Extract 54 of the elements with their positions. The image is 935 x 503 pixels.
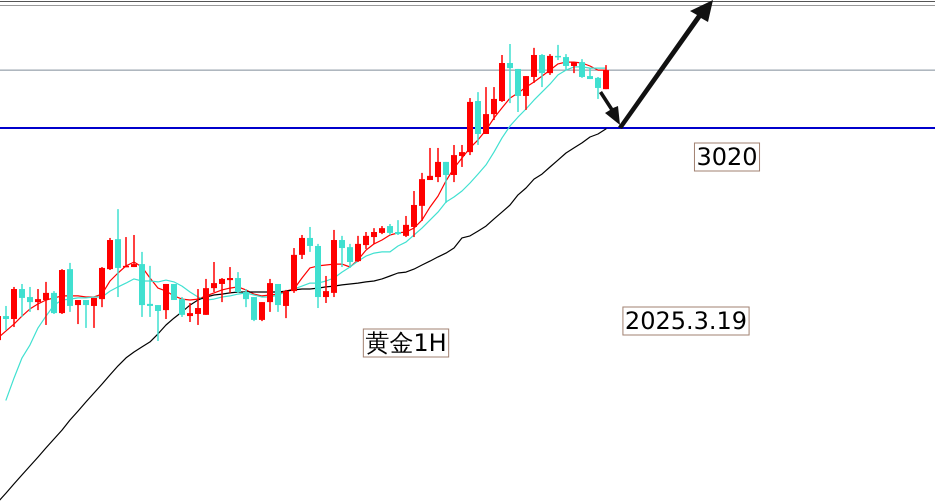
candlestick (595, 76, 601, 100)
candlestick (19, 283, 25, 318)
candlestick (155, 304, 161, 342)
candlestick (427, 147, 433, 181)
candlestick (299, 234, 305, 260)
candlestick (555, 44, 561, 61)
candlestick (403, 215, 409, 238)
candlestick (451, 144, 457, 183)
candlestick (275, 283, 281, 313)
candlestick (227, 266, 233, 294)
candlestick (171, 283, 177, 301)
candlestick (195, 288, 201, 326)
candlestick (283, 289, 289, 319)
candlestick (371, 227, 377, 245)
candlestick (243, 288, 249, 308)
candlestick (27, 286, 33, 313)
candlestick (35, 288, 41, 311)
candlestick (91, 297, 97, 329)
annotation: 黄金1H (362, 328, 450, 358)
annotation: 2025.3.19 (622, 306, 750, 336)
candlestick (235, 271, 241, 294)
candlestick (147, 265, 153, 318)
candlestick (459, 144, 465, 168)
candlestick (347, 243, 353, 269)
candlestick (211, 261, 217, 293)
candlestick (507, 43, 513, 104)
candlestick (131, 234, 137, 268)
candlestick (3, 305, 9, 331)
candlestick (259, 301, 265, 322)
candlestick (491, 86, 497, 121)
candlestick (387, 223, 393, 236)
candlestick (395, 219, 401, 236)
candlestick (523, 75, 529, 111)
candlestick (363, 231, 369, 250)
annotation: 3020 (694, 142, 760, 172)
candlestick (267, 278, 273, 313)
candlestick (251, 296, 257, 322)
candlestick (339, 235, 345, 268)
candlestick (435, 147, 441, 183)
candlestick (355, 235, 361, 263)
candlestick (323, 275, 329, 304)
candlestick (187, 302, 193, 323)
candlestick (43, 281, 49, 326)
candlestick (443, 161, 449, 204)
candlestick (411, 190, 417, 238)
candlestick (75, 299, 81, 325)
candlestick (123, 236, 129, 268)
candlestick (179, 296, 185, 318)
candlestick (307, 226, 313, 253)
candlestick (219, 277, 225, 303)
candlestick (483, 86, 489, 135)
candlestick (539, 53, 545, 88)
candlestick (83, 299, 89, 329)
candlestick (51, 290, 57, 315)
